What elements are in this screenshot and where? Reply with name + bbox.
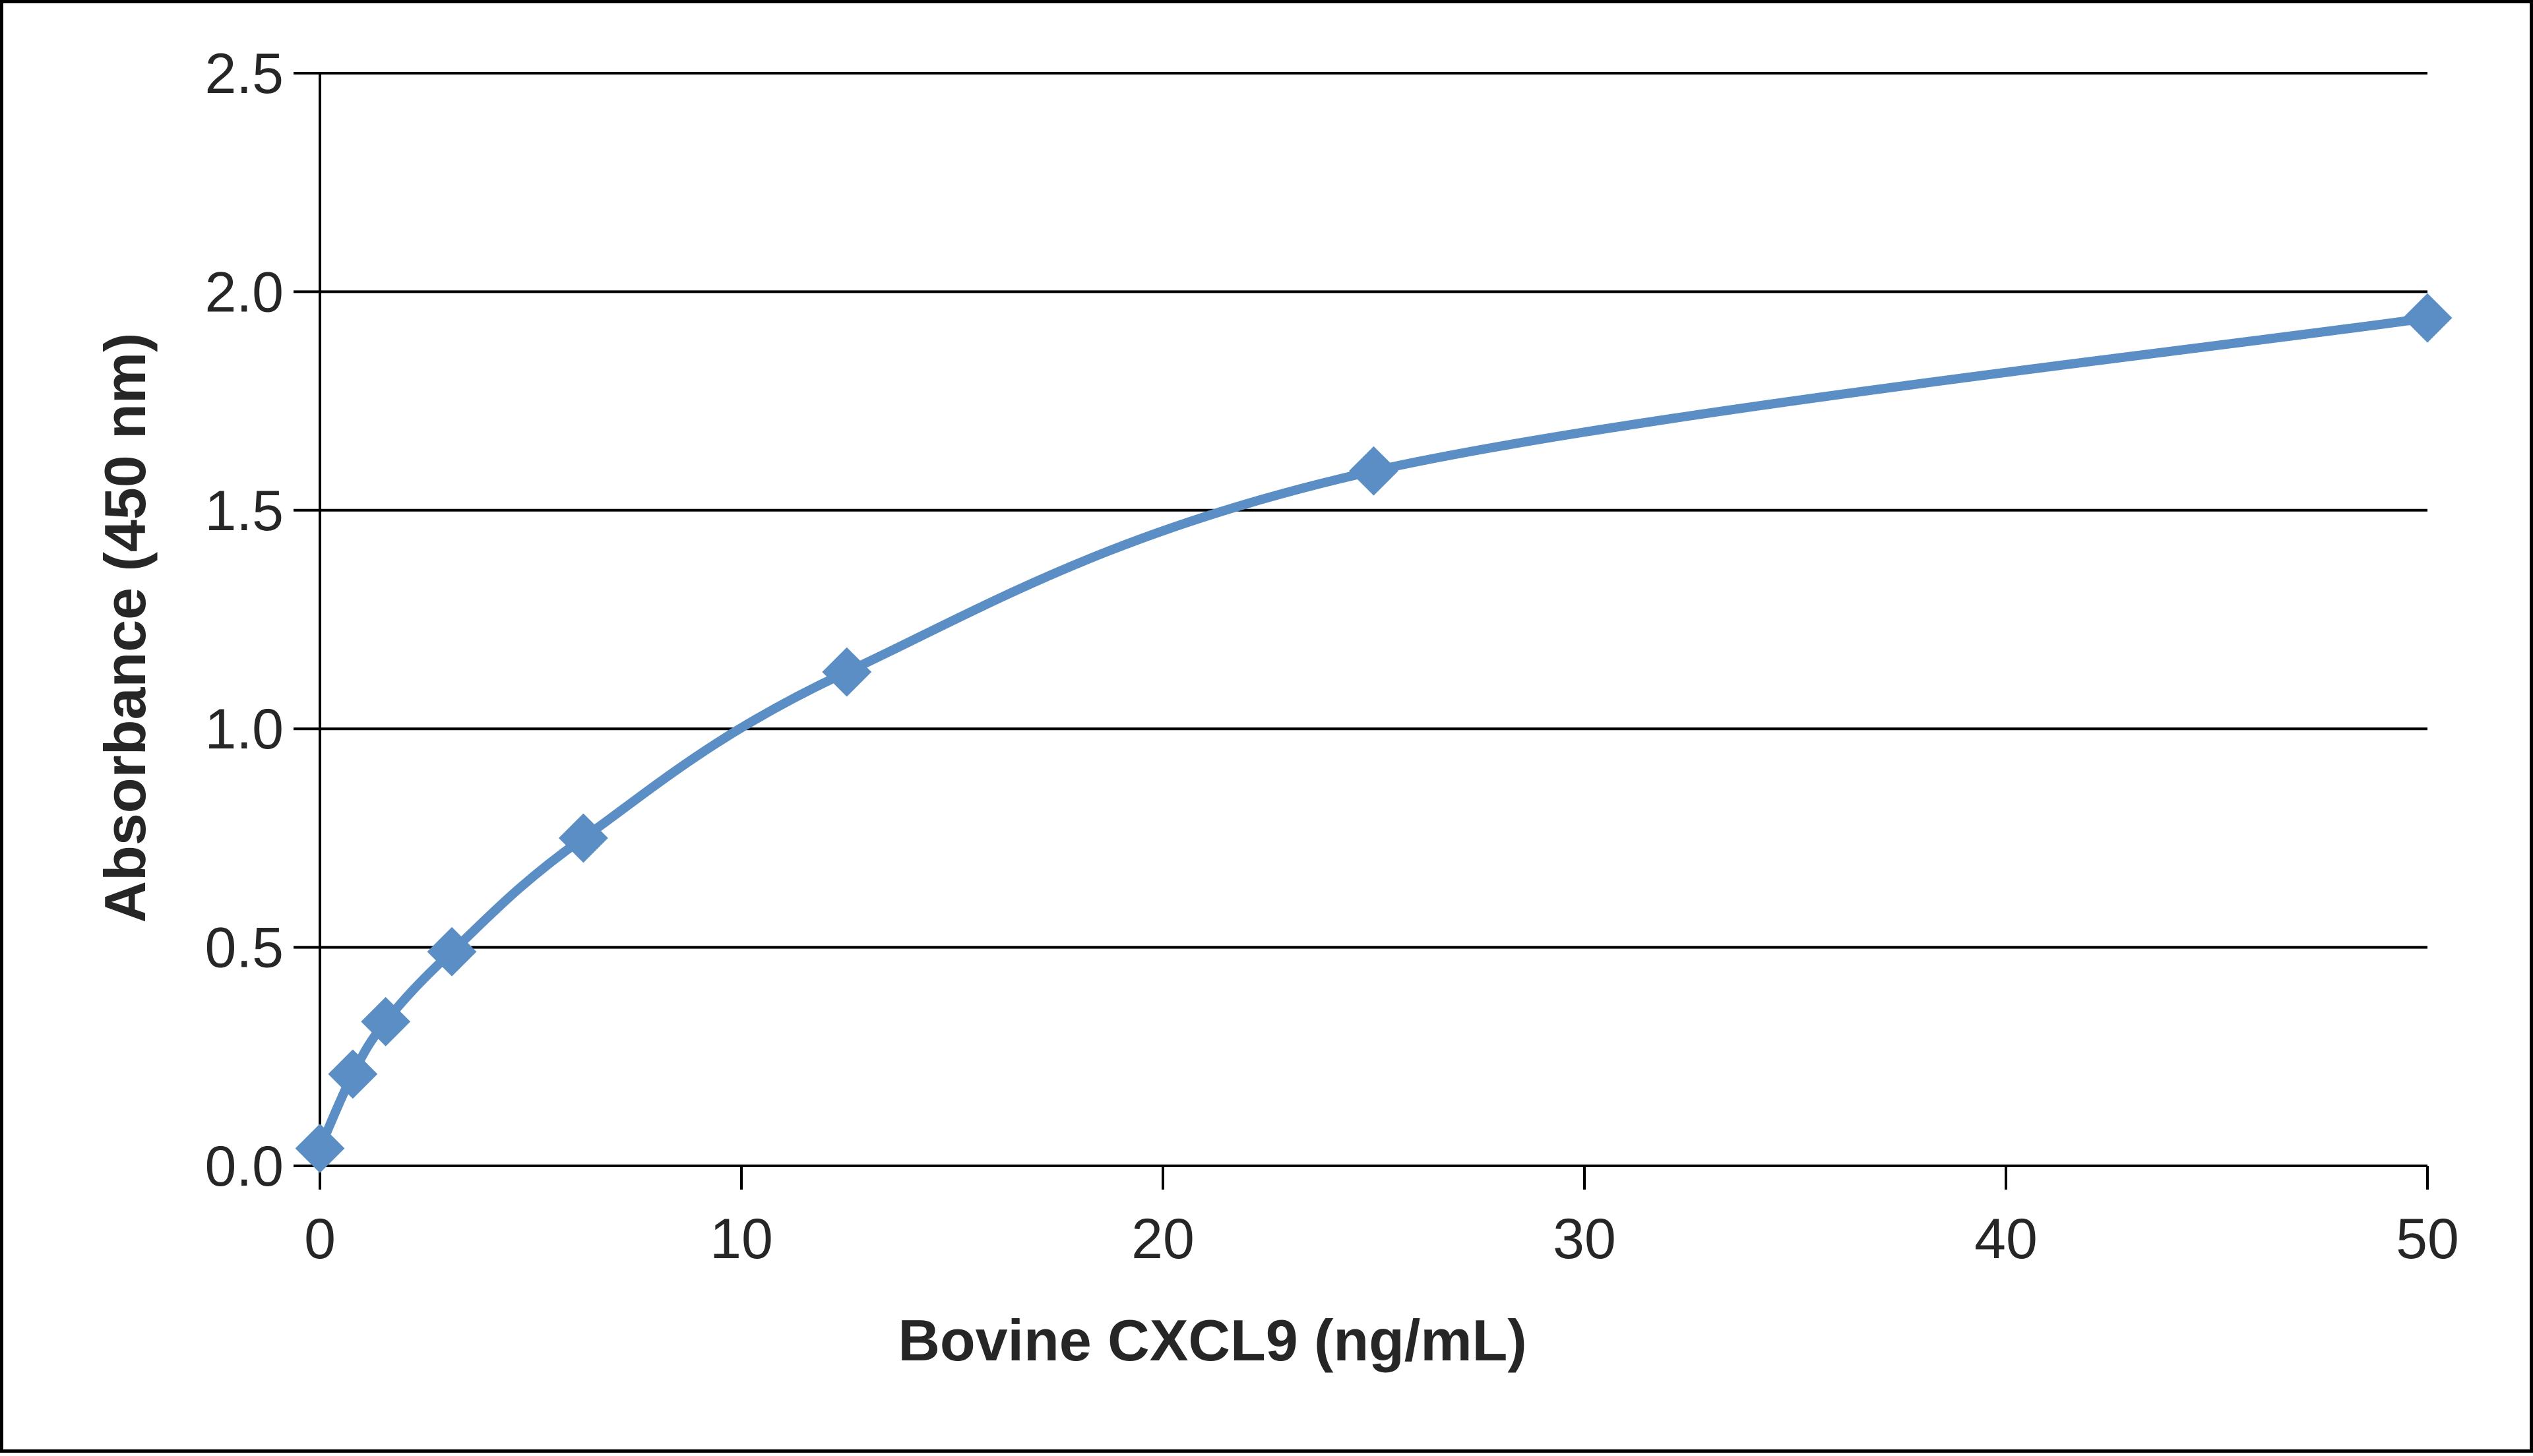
axes <box>294 73 2429 1190</box>
y-tick-label: 2.0 <box>204 260 284 324</box>
data-point <box>822 647 872 697</box>
y-tick-label: 0.5 <box>204 917 284 980</box>
x-tick-label: 30 <box>1553 1207 1616 1271</box>
y-tick-label: 1.0 <box>204 698 284 761</box>
y-tick-label: 2.5 <box>204 42 284 106</box>
y-tick-label: 1.5 <box>204 479 284 543</box>
data-point <box>427 926 477 977</box>
x-tick-label: 20 <box>1131 1207 1195 1271</box>
x-axis-title: Bovine CXCL9 (ng/mL) <box>898 1308 1526 1373</box>
data-point <box>295 1124 345 1173</box>
data-point <box>328 1049 378 1099</box>
x-tick-label: 40 <box>1974 1207 2038 1271</box>
data-point <box>2402 293 2453 343</box>
series <box>295 293 2453 1173</box>
x-tick-label: 0 <box>304 1207 336 1271</box>
data-point <box>1349 446 1398 496</box>
tick-labels: 0.0 0.5 1.0 1.5 2.0 2.5 0 10 20 30 40 50 <box>204 42 2458 1271</box>
data-point <box>558 813 608 863</box>
chart: 0.0 0.5 1.0 1.5 2.0 2.5 0 10 20 30 40 50 Bovine CXC… <box>92 42 2459 1373</box>
gridlines <box>294 72 2427 949</box>
y-axis-title: Absorbance (450 nm) <box>92 333 158 923</box>
data-point <box>361 996 411 1046</box>
series-line <box>315 313 2432 1153</box>
x-tick-label: 10 <box>710 1207 773 1271</box>
y-tick-label: 0.0 <box>204 1135 284 1198</box>
x-tick-label: 50 <box>2396 1207 2459 1271</box>
